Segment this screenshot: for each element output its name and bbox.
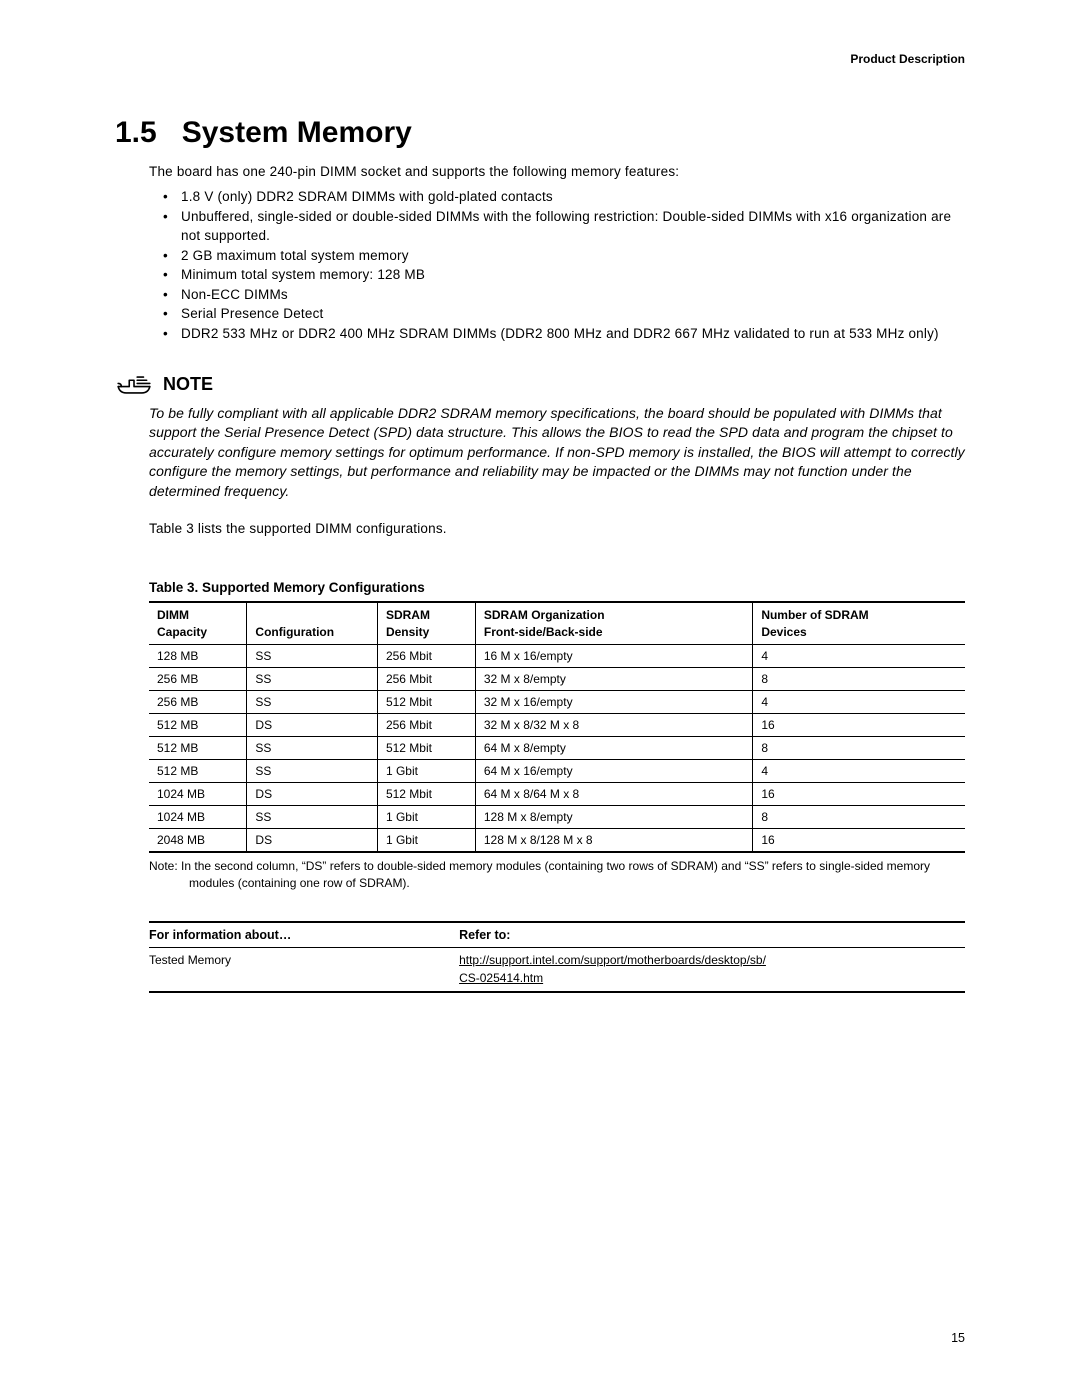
table-header: SDRAM OrganizationFront-side/Back-side xyxy=(475,602,752,644)
header-section-label: Product Description xyxy=(115,52,965,66)
table-row: 512 MBSS512 Mbit64 M x 8/empty8 xyxy=(149,736,965,759)
table-row: 256 MBSS256 Mbit32 M x 8/empty8 xyxy=(149,667,965,690)
table-cell: 512 MB xyxy=(149,759,247,782)
table-cell: Tested Memory xyxy=(149,948,459,992)
table-cell: 512 Mbit xyxy=(377,690,475,713)
table-header: For information about… xyxy=(149,922,459,948)
table-cell: 32 M x 16/empty xyxy=(475,690,752,713)
table-row: 512 MBDS256 Mbit32 M x 8/32 M x 816 xyxy=(149,713,965,736)
table-row: 2048 MBDS1 Gbit128 M x 8/128 M x 816 xyxy=(149,828,965,852)
table-footnote: Note: In the second column, “DS” refers … xyxy=(149,858,965,892)
table-cell: 64 M x 8/empty xyxy=(475,736,752,759)
table-row: Tested Memory http://support.intel.com/s… xyxy=(149,948,965,992)
list-item: 2 GB maximum total system memory xyxy=(149,246,965,266)
table-header: Configuration xyxy=(247,602,378,644)
table-cell: 256 MB xyxy=(149,690,247,713)
list-item: Minimum total system memory: 128 MB xyxy=(149,265,965,285)
table-row: 1024 MBSS1 Gbit128 M x 8/empty8 xyxy=(149,805,965,828)
table-cell: SS xyxy=(247,736,378,759)
note-body: To be fully compliant with all applicabl… xyxy=(149,404,965,502)
table-header: Refer to: xyxy=(459,922,965,948)
table-cell: 16 xyxy=(753,713,965,736)
table-cell: 256 Mbit xyxy=(377,713,475,736)
list-item: 1.8 V (only) DDR2 SDRAM DIMMs with gold-… xyxy=(149,187,965,207)
table-header: Number of SDRAMDevices xyxy=(753,602,965,644)
table-cell: DS xyxy=(247,713,378,736)
table-row: 512 MBSS1 Gbit64 M x 16/empty4 xyxy=(149,759,965,782)
table-row: 128 MBSS256 Mbit16 M x 16/empty4 xyxy=(149,644,965,667)
table-cell: SS xyxy=(247,759,378,782)
list-item: Serial Presence Detect xyxy=(149,304,965,324)
memory-config-table: DIMMCapacity Configuration SDRAMDensity … xyxy=(149,601,965,852)
note-hand-icon xyxy=(115,372,153,398)
table-cell: 2048 MB xyxy=(149,828,247,852)
note-block: NOTE To be fully compliant with all appl… xyxy=(115,372,965,502)
table-row: 1024 MBDS512 Mbit64 M x 8/64 M x 816 xyxy=(149,782,965,805)
table-cell: 512 MB xyxy=(149,736,247,759)
table-cell: http://support.intel.com/support/motherb… xyxy=(459,948,965,992)
table-cell: 1 Gbit xyxy=(377,805,475,828)
table-header: DIMMCapacity xyxy=(149,602,247,644)
table-cell: 16 M x 16/empty xyxy=(475,644,752,667)
table-cell: 64 M x 8/64 M x 8 xyxy=(475,782,752,805)
table-cell: DS xyxy=(247,828,378,852)
table-cell: 32 M x 8/empty xyxy=(475,667,752,690)
table-cell: 512 Mbit xyxy=(377,782,475,805)
section-number: 1.5 xyxy=(115,116,157,149)
table-cell: 512 MB xyxy=(149,713,247,736)
table-cell: DS xyxy=(247,782,378,805)
table-cell: SS xyxy=(247,667,378,690)
feature-list: 1.8 V (only) DDR2 SDRAM DIMMs with gold-… xyxy=(149,187,965,344)
table-cell: 32 M x 8/32 M x 8 xyxy=(475,713,752,736)
section-title-text: System Memory xyxy=(182,116,412,149)
list-item: Non-ECC DIMMs xyxy=(149,285,965,305)
table-cell: 1 Gbit xyxy=(377,759,475,782)
table-cell: 128 M x 8/empty xyxy=(475,805,752,828)
table-cell: 8 xyxy=(753,667,965,690)
table-caption: Table 3. Supported Memory Configurations xyxy=(149,580,965,595)
table-cell: SS xyxy=(247,805,378,828)
table-cell: SS xyxy=(247,644,378,667)
post-note-text: Table 3 lists the supported DIMM configu… xyxy=(149,521,965,536)
list-item: DDR2 533 MHz or DDR2 400 MHz SDRAM DIMMs… xyxy=(149,324,965,344)
table-cell: 128 M x 8/128 M x 8 xyxy=(475,828,752,852)
table-header: SDRAMDensity xyxy=(377,602,475,644)
table-cell: SS xyxy=(247,690,378,713)
table-cell: 8 xyxy=(753,805,965,828)
reference-table: For information about… Refer to: Tested … xyxy=(149,921,965,993)
reference-link[interactable]: CS-025414.htm xyxy=(459,971,543,985)
table-cell: 256 Mbit xyxy=(377,644,475,667)
table-row: 256 MBSS512 Mbit32 M x 16/empty4 xyxy=(149,690,965,713)
note-header: NOTE xyxy=(115,372,965,398)
table-cell: 4 xyxy=(753,690,965,713)
reference-link[interactable]: http://support.intel.com/support/motherb… xyxy=(459,953,766,967)
table-cell: 256 MB xyxy=(149,667,247,690)
section-heading: 1.5 System Memory xyxy=(115,116,965,150)
table-cell: 256 Mbit xyxy=(377,667,475,690)
table-cell: 1 Gbit xyxy=(377,828,475,852)
table-cell: 16 xyxy=(753,782,965,805)
table-cell: 1024 MB xyxy=(149,782,247,805)
table-cell: 16 xyxy=(753,828,965,852)
table-cell: 1024 MB xyxy=(149,805,247,828)
table-cell: 8 xyxy=(753,736,965,759)
table-cell: 64 M x 16/empty xyxy=(475,759,752,782)
note-label: NOTE xyxy=(163,374,213,395)
table-cell: 512 Mbit xyxy=(377,736,475,759)
table-cell: 4 xyxy=(753,644,965,667)
list-item: Unbuffered, single-sided or double-sided… xyxy=(149,207,965,246)
table-header-row: DIMMCapacity Configuration SDRAMDensity … xyxy=(149,602,965,644)
page-number: 15 xyxy=(951,1331,965,1345)
table-cell: 4 xyxy=(753,759,965,782)
table-cell: 128 MB xyxy=(149,644,247,667)
section-intro: The board has one 240-pin DIMM socket an… xyxy=(149,164,965,179)
table-header-row: For information about… Refer to: xyxy=(149,922,965,948)
